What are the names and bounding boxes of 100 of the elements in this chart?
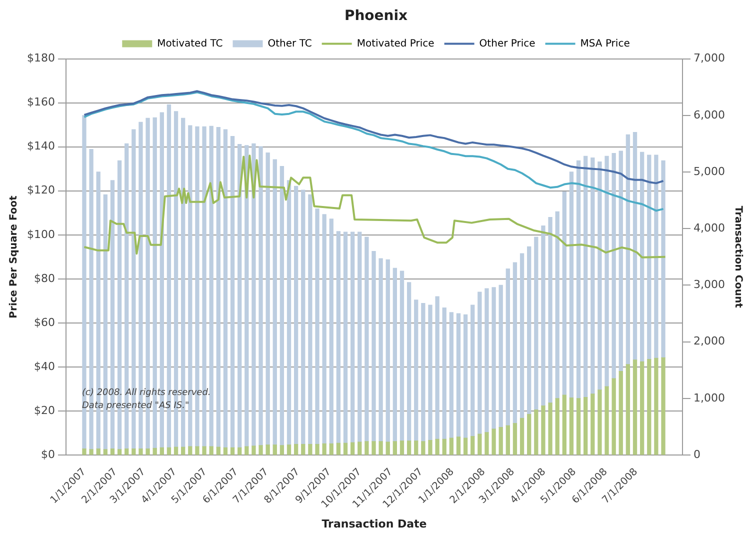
legend-label: Motivated Price [356, 38, 434, 50]
bar [456, 313, 461, 438]
bar [654, 358, 658, 455]
bar [569, 398, 574, 455]
bar [329, 218, 334, 444]
bar [266, 444, 270, 455]
bar [555, 398, 560, 455]
bar [527, 414, 532, 455]
bar [590, 158, 595, 394]
y2-tick-label: 4,000 [694, 221, 726, 234]
bar [442, 308, 446, 440]
y2-tick-label: 7,000 [694, 52, 726, 65]
bar [647, 154, 652, 360]
bar [442, 438, 446, 455]
y-tick-label: $80 [34, 272, 55, 285]
bar [406, 440, 412, 455]
bar [484, 288, 489, 433]
bar [414, 300, 418, 442]
bar [160, 447, 164, 455]
bar [470, 304, 475, 437]
bar [548, 402, 552, 455]
bar [463, 438, 468, 455]
bar [350, 232, 355, 443]
bar [89, 449, 94, 455]
bar [252, 446, 256, 455]
bar [364, 441, 369, 455]
legend-label: Other TC [268, 38, 312, 50]
bar [216, 446, 220, 455]
bar [512, 423, 518, 455]
bar [315, 444, 320, 455]
y2-axis-title: Transaction Count [732, 206, 744, 308]
bar [280, 445, 284, 455]
bar [372, 250, 376, 442]
bar [294, 186, 298, 445]
bar [520, 418, 524, 455]
bar [534, 409, 538, 455]
y-tick-label: $160 [26, 96, 55, 109]
bar [512, 262, 518, 424]
bar [428, 304, 432, 441]
bar [406, 282, 412, 442]
bar [146, 448, 150, 455]
bar [632, 360, 638, 455]
bar [506, 268, 510, 426]
bar [456, 436, 461, 455]
bar [110, 448, 115, 455]
bar [618, 370, 623, 455]
y2-tick-label: 2,000 [694, 334, 726, 348]
bar [82, 448, 86, 455]
bar [598, 161, 602, 390]
bar [343, 442, 348, 455]
y2-tick-label: 3,000 [694, 278, 726, 292]
legend-label: Motivated TC [157, 38, 223, 50]
bar [202, 446, 206, 455]
bar [272, 444, 277, 455]
bar [576, 160, 581, 399]
bar [435, 296, 440, 440]
bar [195, 446, 200, 455]
bar [392, 268, 398, 442]
bar [280, 166, 284, 446]
bar [584, 396, 588, 455]
bar [492, 428, 496, 455]
bar [152, 448, 157, 455]
bar [400, 440, 404, 455]
legend-label: Other Price [479, 38, 536, 50]
bar [124, 448, 129, 455]
y-tick-label: $20 [34, 404, 55, 417]
bar [584, 156, 588, 398]
bar [372, 441, 376, 455]
bar [661, 357, 666, 455]
bar [590, 394, 595, 455]
bar [640, 361, 644, 455]
bar [181, 446, 186, 455]
y2-tick-label: 5,000 [694, 164, 726, 178]
bar [654, 154, 658, 359]
bar [329, 443, 334, 455]
bar [378, 441, 383, 455]
bar [301, 444, 306, 455]
y-tick-label: $180 [26, 52, 55, 65]
bar [527, 246, 532, 415]
y-tick-label: $140 [26, 140, 55, 153]
bar [435, 438, 440, 455]
bar [463, 314, 468, 438]
bar [358, 232, 362, 442]
bar [294, 444, 298, 455]
bar [350, 442, 355, 455]
bar [498, 284, 503, 428]
bar [336, 231, 341, 444]
bar [343, 232, 348, 444]
y-tick-label: $60 [34, 316, 55, 329]
x-axis-title: Transaction Date [322, 517, 427, 530]
bar [541, 405, 546, 455]
bar [414, 440, 418, 455]
bar [258, 146, 263, 446]
bar [400, 270, 404, 442]
bar [286, 444, 292, 455]
bar [470, 436, 475, 455]
bar [386, 442, 390, 455]
chart-title: Phoenix [344, 8, 408, 24]
bar [576, 398, 581, 455]
bar [640, 152, 644, 362]
